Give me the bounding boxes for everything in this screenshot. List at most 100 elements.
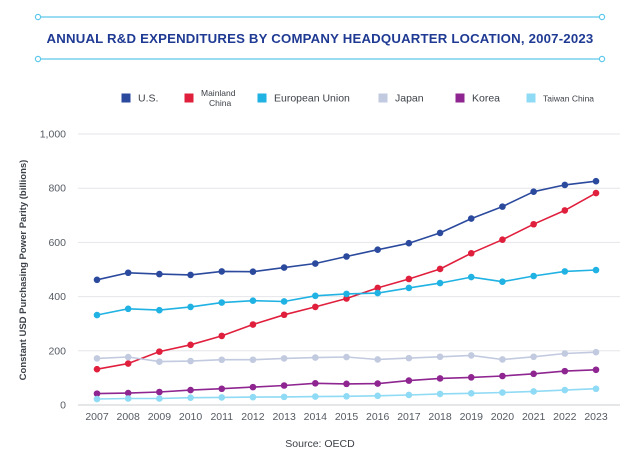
data-point-taiwan-china-2011 (218, 394, 226, 401)
data-point-mainland-china-2012 (249, 321, 257, 328)
x-tick-label: 2007 (85, 411, 109, 423)
legend-label-u-s-: U.S. (138, 93, 158, 105)
data-point-mainland-china-2018 (436, 265, 444, 273)
data-point-taiwan-china-2009 (156, 395, 163, 402)
data-point-taiwan-china-2012 (249, 393, 257, 401)
data-point-taiwan-china-2015 (343, 393, 350, 400)
data-point-korea-2007 (93, 390, 101, 397)
x-tick-label: 2015 (335, 411, 359, 423)
data-point-japan-2022 (561, 350, 569, 357)
data-point-mainland-china-2022 (561, 207, 569, 214)
legend-swatch-u-s- (121, 93, 131, 103)
y-axis-ticks: 0 200 400 600 800 1,000 (40, 129, 66, 412)
x-tick-label: 2021 (522, 411, 546, 423)
legend-swatch-japan (378, 93, 388, 103)
data-point-mainland-china-2010 (187, 341, 194, 349)
data-point-u-s--2019 (467, 215, 475, 222)
legend-label-japan: Japan (395, 93, 424, 105)
data-point-u-s--2022 (561, 181, 569, 189)
x-tick-label: 2010 (179, 411, 203, 423)
y-tick-label: 400 (48, 291, 66, 303)
data-point-european-union-2012 (249, 297, 257, 304)
data-point-u-s--2016 (374, 246, 381, 254)
data-point-japan-2010 (187, 357, 194, 365)
title-frame-bottom-left-dot (34, 55, 42, 63)
series-korea (93, 366, 600, 397)
data-point-taiwan-china-2019 (467, 390, 475, 397)
x-tick-label: 2019 (460, 411, 484, 423)
data-point-japan-2020 (499, 356, 506, 363)
data-point-japan-2014 (312, 354, 319, 361)
legend-swatch-mainland-china (184, 93, 194, 103)
x-axis-ticks: 2007 2008 2009 2010 2011 2012 2013 2014 2015 2016… (85, 411, 608, 423)
legend-item-taiwan-china: Taiwan China (526, 93, 594, 104)
y-tick-label: 1,000 (40, 129, 66, 141)
data-point-european-union-2020 (499, 278, 506, 285)
data-point-u-s--2008 (124, 269, 132, 277)
data-point-japan-2012 (249, 356, 257, 364)
data-point-japan-2018 (436, 353, 444, 361)
data-point-mainland-china-2009 (156, 348, 163, 355)
data-point-japan-2021 (530, 353, 537, 361)
data-point-korea-2008 (124, 389, 132, 397)
data-point-mainland-china-2007 (93, 365, 101, 373)
series-line-mainland-china (96, 192, 597, 370)
x-tick-label: 2023 (584, 411, 608, 423)
y-tick-label: 0 (60, 400, 66, 412)
data-point-european-union-2018 (436, 279, 444, 287)
source-note: Source: OECD (285, 438, 355, 450)
data-point-u-s--2021 (530, 188, 537, 196)
y-tick-label: 200 (48, 345, 66, 357)
data-point-european-union-2007 (93, 311, 101, 319)
data-point-mainland-china-2023 (592, 189, 600, 197)
x-tick-label: 2018 (428, 411, 452, 423)
data-point-european-union-2021 (530, 272, 537, 280)
data-point-taiwan-china-2020 (499, 389, 506, 396)
x-tick-label: 2013 (272, 411, 296, 423)
data-point-japan-2008 (124, 353, 132, 361)
series-mainland-china (93, 189, 600, 373)
data-point-european-union-2011 (218, 299, 226, 306)
legend-swatch-european-union (257, 93, 267, 103)
data-point-european-union-2017 (405, 284, 413, 292)
x-tick-label: 2009 (148, 411, 172, 423)
data-point-korea-2023 (592, 366, 600, 374)
data-series (93, 177, 600, 403)
data-point-japan-2019 (467, 352, 475, 359)
data-point-korea-2022 (561, 367, 569, 375)
title-frame-top-left-dot (34, 13, 42, 21)
data-point-mainland-china-2019 (467, 249, 475, 257)
data-point-european-union-2014 (312, 292, 319, 300)
x-tick-label: 2017 (397, 411, 421, 423)
data-point-taiwan-china-2007 (93, 395, 101, 403)
data-point-european-union-2019 (467, 273, 475, 281)
series-u-s- (93, 177, 600, 284)
data-point-european-union-2015 (343, 290, 350, 298)
data-point-u-s--2023 (592, 177, 600, 185)
data-point-taiwan-china-2021 (530, 388, 537, 395)
data-point-japan-2009 (156, 358, 163, 365)
data-point-mainland-china-2014 (312, 303, 319, 311)
data-point-u-s--2018 (436, 229, 444, 237)
legend-label-taiwan-china: Taiwan China (543, 94, 594, 104)
data-point-korea-2013 (280, 382, 288, 389)
data-point-taiwan-china-2018 (436, 390, 444, 398)
data-point-european-union-2016 (374, 289, 381, 297)
series-taiwan-china (93, 385, 600, 403)
data-point-european-union-2013 (280, 298, 288, 305)
data-point-japan-2016 (374, 356, 381, 363)
legend-label-mainland-china-line-1: Mainland (201, 88, 236, 98)
data-point-u-s--2009 (156, 270, 163, 278)
legend-label-european-union: European Union (274, 93, 350, 105)
data-point-taiwan-china-2008 (124, 395, 132, 402)
series-european-union (93, 266, 600, 319)
data-point-korea-2012 (249, 383, 257, 391)
legend-swatch-korea (455, 93, 465, 103)
x-tick-label: 2022 (553, 411, 577, 423)
data-point-european-union-2022 (561, 268, 569, 275)
data-point-taiwan-china-2023 (592, 385, 600, 393)
data-point-mainland-china-2015 (343, 295, 350, 302)
series-japan (93, 348, 600, 365)
